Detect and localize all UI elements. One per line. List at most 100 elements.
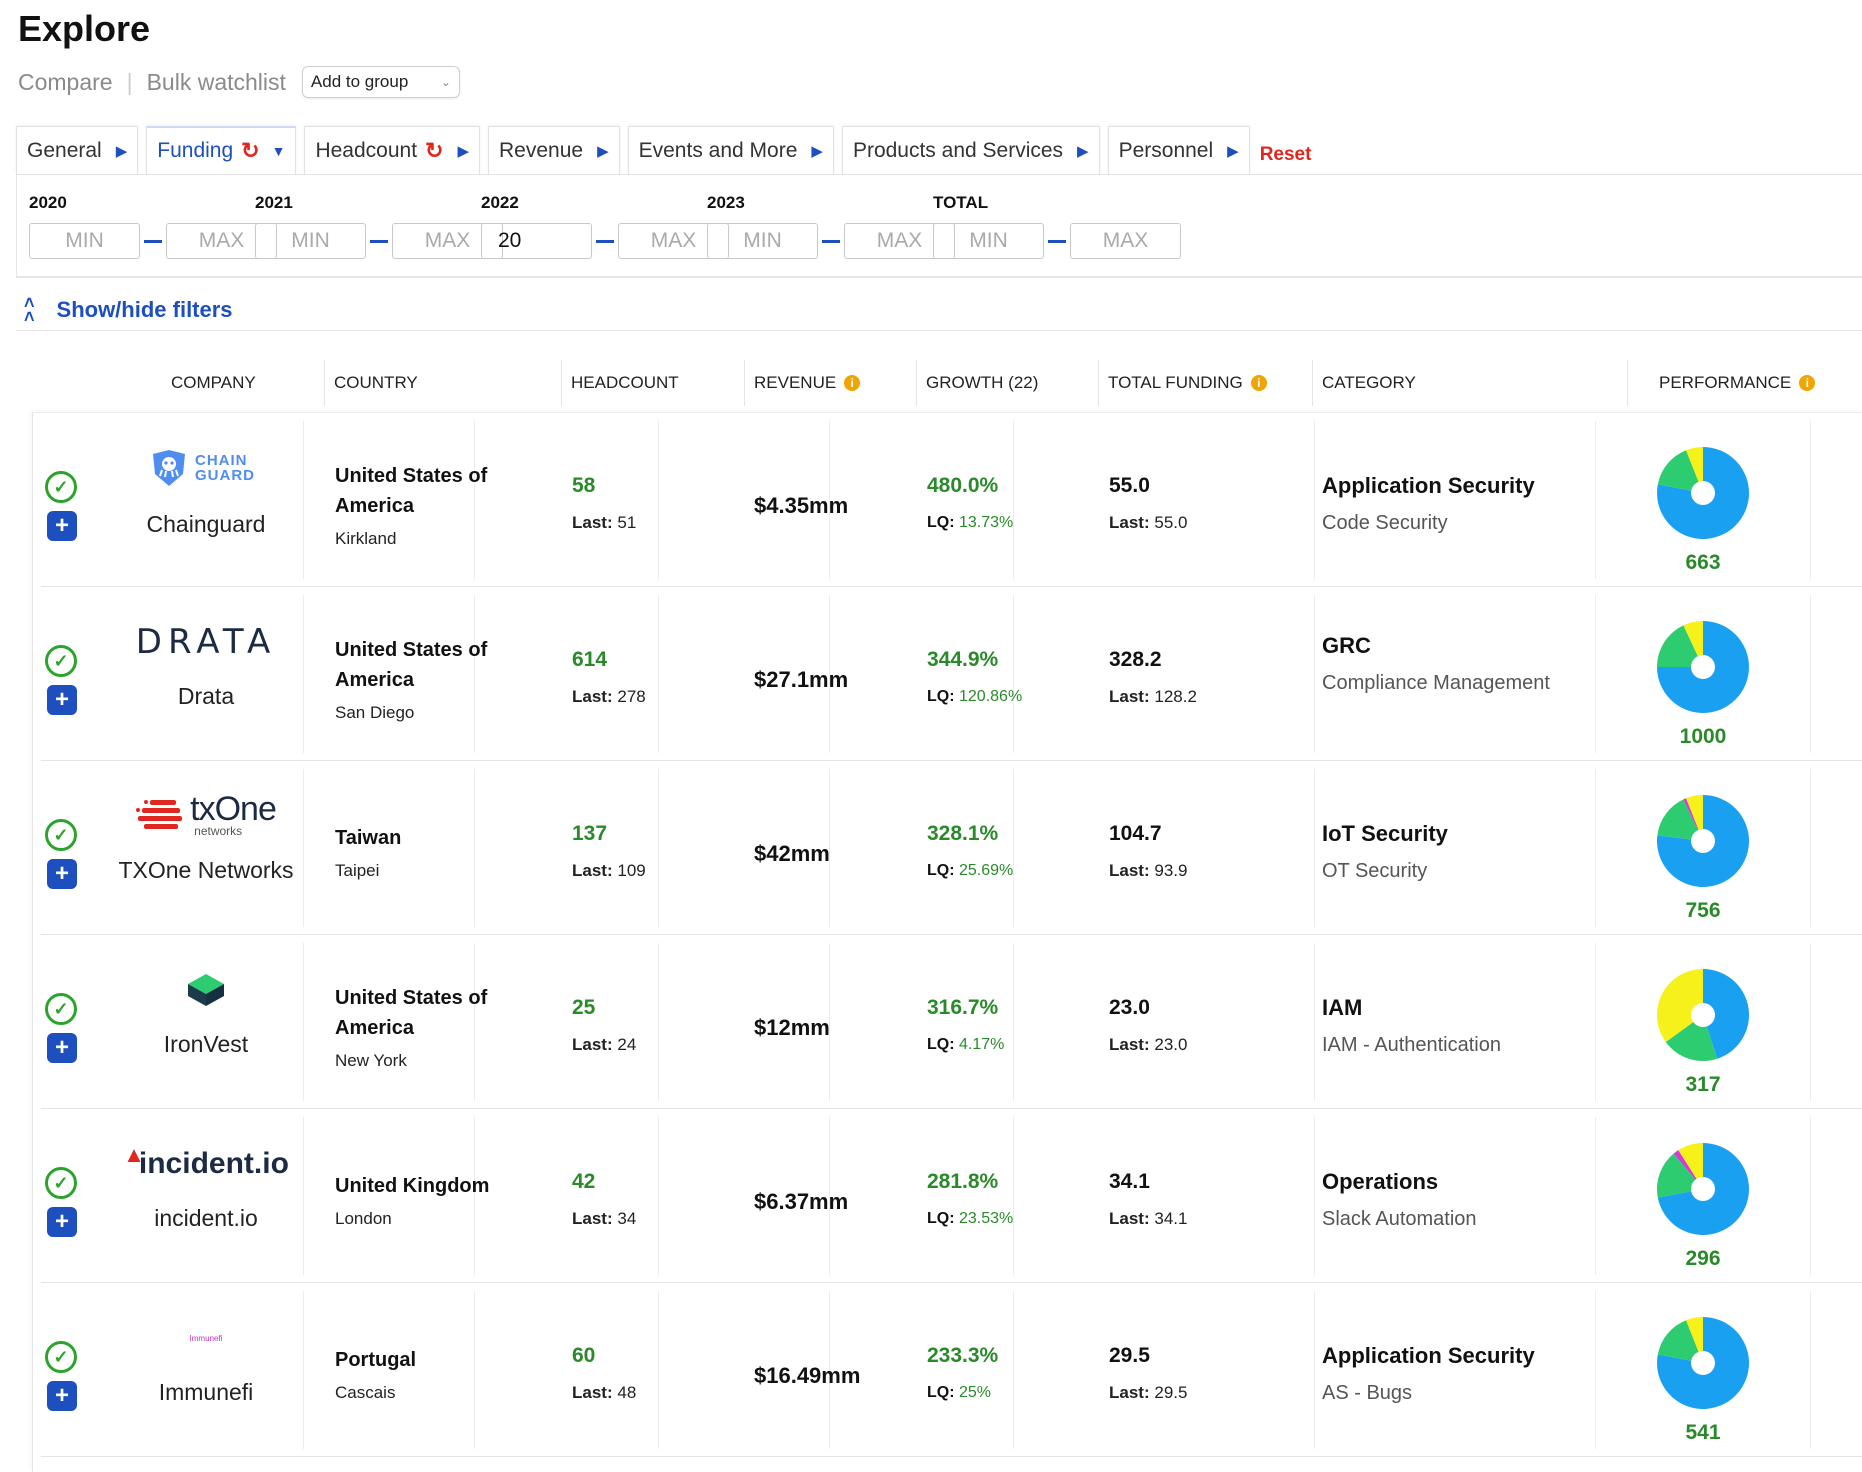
column-divider (744, 360, 745, 406)
min-input[interactable]: 20 (481, 223, 592, 259)
row-divider (41, 760, 1862, 761)
reset-button[interactable]: Reset (1259, 144, 1312, 165)
column-header-category[interactable]: CATEGORY (1322, 373, 1416, 392)
show-hide-filters-toggle[interactable]: ˄ ˄ Show/hide filters (24, 294, 233, 326)
table-row: ✓ + txOne networks TXOne Networks Taiwan Taipe… (33, 761, 1862, 935)
cell-divider (658, 421, 659, 579)
pie-slice-yellow (1686, 795, 1703, 841)
cell-divider (658, 943, 659, 1101)
company-logo (106, 965, 306, 1015)
total-funding-value: 55.0 (1109, 474, 1150, 497)
category-name: GRC (1322, 633, 1371, 658)
min-input[interactable]: MIN (933, 223, 1044, 259)
company-name[interactable]: TXOne Networks (118, 857, 294, 883)
last-quarter-growth: LQ: 4.17% (927, 1036, 1004, 1054)
lq-value: 25% (959, 1384, 992, 1401)
refresh-icon: ↻ (425, 137, 444, 163)
growth-value: 316.7% (927, 996, 999, 1019)
selected-check-icon[interactable]: ✓ (45, 1341, 77, 1373)
column-header-revenue[interactable]: REVENUE i (754, 360, 861, 406)
tab-general[interactable]: General ▶ (16, 126, 139, 174)
city-name: Cascais (335, 1383, 396, 1402)
tab-events-and-more[interactable]: Events and More ▶ (627, 126, 834, 174)
column-header-country[interactable]: COUNTRY (334, 373, 418, 392)
tab-revenue[interactable]: Revenue ▶ (488, 126, 620, 174)
city-name: Kirkland (335, 529, 397, 548)
pie-slice-pink (1673, 1150, 1703, 1189)
pie-slice-yellow (1678, 1143, 1703, 1189)
bulk-watchlist-link[interactable]: Bulk watchlist (146, 68, 286, 95)
company-logo: ▲ incident.io (106, 1139, 306, 1189)
info-icon[interactable]: i (1250, 375, 1267, 391)
table-header: COMPANY COUNTRY HEADCOUNT REVENUE i GROW… (0, 360, 1862, 406)
lq-label: LQ: (927, 1036, 955, 1053)
performance-pie (1657, 1317, 1749, 1409)
tab-personnel[interactable]: Personnel ▶ (1107, 126, 1250, 174)
table-row: ✓ + ▲ incident.io incident.io United Kingdom L… (33, 1109, 1862, 1283)
last-label: Last: (572, 861, 613, 880)
max-input[interactable]: MAX (618, 223, 729, 259)
company-name[interactable]: IronVest (163, 1031, 249, 1057)
min-input[interactable]: MIN (255, 223, 366, 259)
max-input[interactable]: MAX (844, 223, 955, 259)
add-to-watchlist-button[interactable]: + (47, 511, 77, 541)
column-header-total-funding[interactable]: TOTAL FUNDING i (1108, 360, 1267, 406)
tab-headcount[interactable]: Headcount ↻ ▶ (304, 126, 481, 174)
add-to-watchlist-button[interactable]: + (47, 685, 77, 715)
selected-check-icon[interactable]: ✓ (45, 645, 77, 677)
compare-link[interactable]: Compare (18, 68, 113, 95)
info-icon[interactable]: i (1799, 375, 1816, 391)
tab-products-and-services[interactable]: Products and Services ▶ (841, 126, 1100, 174)
triangle-right-icon: ▶ (597, 142, 609, 160)
column-header-performance[interactable]: PERFORMANCE i (1659, 360, 1816, 406)
selected-check-icon[interactable]: ✓ (45, 471, 77, 503)
column-header-growth[interactable]: GROWTH (22) (926, 373, 1039, 392)
triangle-right-icon: ▶ (811, 142, 823, 160)
filter-year-label: 2020 (29, 193, 67, 212)
performance-score: 317 (1685, 1073, 1721, 1096)
selected-check-icon[interactable]: ✓ (45, 819, 77, 851)
add-to-group-select[interactable]: Add to group ⌄ (301, 66, 460, 98)
info-icon[interactable]: i (844, 375, 861, 391)
company-name[interactable]: Immunefi (158, 1379, 254, 1405)
country-name: United States of America (335, 987, 488, 1039)
max-input[interactable]: MAX (166, 223, 277, 259)
add-to-watchlist-button[interactable]: + (47, 1033, 77, 1063)
add-to-watchlist-button[interactable]: + (47, 859, 77, 889)
add-to-watchlist-button[interactable]: + (47, 1207, 77, 1237)
min-input[interactable]: MIN (707, 223, 818, 259)
last-label: Last: (1109, 687, 1150, 706)
cell-divider (829, 421, 830, 579)
performance-pie (1657, 1143, 1749, 1235)
column-header-headcount[interactable]: HEADCOUNT (571, 373, 679, 392)
company-name[interactable]: Chainguard (146, 511, 266, 537)
max-input[interactable]: MAX (1070, 223, 1181, 259)
column-header-company[interactable]: COMPANY (171, 373, 256, 392)
pie-slice-yellow (1686, 447, 1703, 493)
range-inputs: MIN MAX (707, 223, 955, 259)
last-value: 23.0 (1154, 1035, 1188, 1054)
selected-check-icon[interactable]: ✓ (45, 1167, 77, 1199)
headcount-last: Last: 278 (572, 687, 646, 707)
last-quarter-growth: LQ: 23.53% (927, 1210, 1013, 1228)
last-value: 24 (617, 1035, 637, 1054)
filter-year-label: 2023 (707, 193, 745, 212)
company-name[interactable]: Drata (177, 683, 235, 709)
last-value: 55.0 (1154, 513, 1188, 532)
filter-group-total: TOTAL MIN MAX (933, 193, 1181, 259)
min-input[interactable]: MIN (29, 223, 140, 259)
company-name[interactable]: incident.io (154, 1205, 258, 1231)
logo-wordmark-group: txOne networks (190, 792, 277, 838)
lq-value: 25.69% (959, 862, 1014, 879)
tab-funding[interactable]: Funding ↻ ▼ (146, 126, 297, 174)
max-input[interactable]: MAX (392, 223, 503, 259)
performance-pie-chart (1657, 447, 1749, 539)
selected-check-icon[interactable]: ✓ (45, 993, 77, 1025)
subcategory-name: AS - Bugs (1322, 1382, 1413, 1404)
filter-group-2022: 2022 20 MAX (481, 193, 729, 259)
cell-divider (1810, 769, 1811, 927)
cell-divider (1013, 1291, 1014, 1449)
add-to-watchlist-button[interactable]: + (47, 1381, 77, 1411)
filter-year-label: 2021 (255, 193, 293, 212)
triangle-right-icon: ▶ (1227, 142, 1239, 160)
